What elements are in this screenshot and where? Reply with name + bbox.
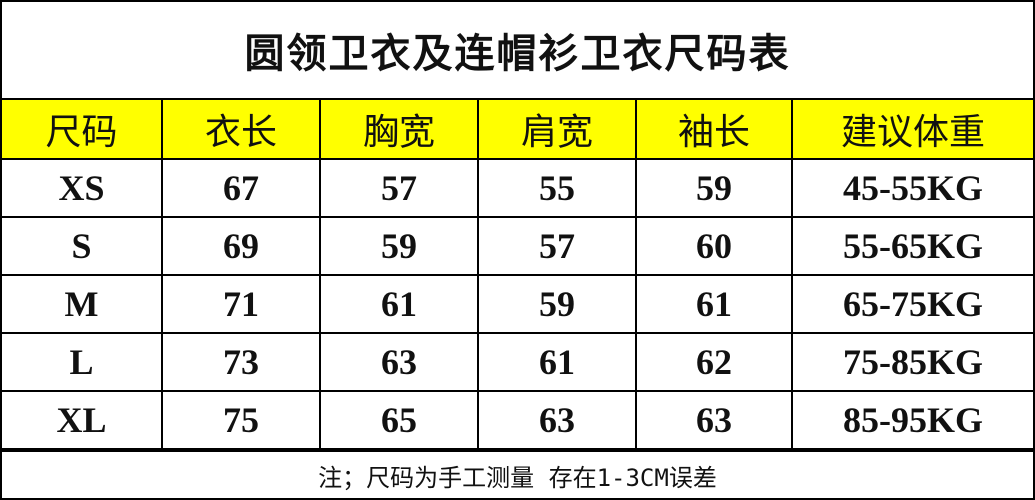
- table-cell: 45-55KG: [791, 158, 1033, 218]
- table-cell: 59: [635, 158, 793, 218]
- table-row: L 73 63 61 62 75-85KG: [2, 332, 1033, 392]
- table-cell: 65-75KG: [791, 274, 1033, 334]
- table-cell: 85-95KG: [791, 390, 1033, 450]
- size-table: 尺码 衣长 胸宽 肩宽 袖长 建议体重 XS 67 57 55 59 45-55KG S 69 59 57 60…: [2, 100, 1033, 450]
- table-cell: 62: [635, 332, 793, 392]
- table-cell: 71: [161, 274, 321, 334]
- table-cell: 67: [161, 158, 321, 218]
- column-header: 衣长: [161, 100, 321, 160]
- table-cell: 55-65KG: [791, 216, 1033, 276]
- table-cell: 75-85KG: [791, 332, 1033, 392]
- table-row: S 69 59 57 60 55-65KG: [2, 216, 1033, 276]
- table-row: XL 75 65 63 63 85-95KG: [2, 390, 1033, 450]
- table-cell: 73: [161, 332, 321, 392]
- table-cell: 61: [477, 332, 637, 392]
- column-header: 建议体重: [791, 100, 1033, 160]
- table-cell: 63: [635, 390, 793, 450]
- table-cell: 59: [477, 274, 637, 334]
- table-cell: 59: [319, 216, 479, 276]
- measurement-note: 注；尺码为手工测量 存在1-3CM误差: [2, 450, 1033, 498]
- table-cell: XS: [2, 158, 163, 218]
- chart-title: 圆领卫衣及连帽衫卫衣尺码表: [2, 2, 1033, 100]
- table-row: M 71 61 59 61 65-75KG: [2, 274, 1033, 334]
- table-cell: 65: [319, 390, 479, 450]
- header-row: 尺码 衣长 胸宽 肩宽 袖长 建议体重: [2, 100, 1033, 160]
- table-cell: 63: [319, 332, 479, 392]
- column-header: 胸宽: [319, 100, 479, 160]
- column-header: 肩宽: [477, 100, 637, 160]
- table-cell: 57: [319, 158, 479, 218]
- table-cell: 75: [161, 390, 321, 450]
- table-cell: 63: [477, 390, 637, 450]
- table-cell: S: [2, 216, 163, 276]
- table-cell: 60: [635, 216, 793, 276]
- column-header: 尺码: [2, 100, 163, 160]
- table-cell: L: [2, 332, 163, 392]
- table-row: XS 67 57 55 59 45-55KG: [2, 158, 1033, 218]
- table-cell: 61: [319, 274, 479, 334]
- table-cell: 55: [477, 158, 637, 218]
- table-cell: XL: [2, 390, 163, 450]
- table-cell: M: [2, 274, 163, 334]
- table-cell: 69: [161, 216, 321, 276]
- table-cell: 61: [635, 274, 793, 334]
- column-header: 袖长: [635, 100, 793, 160]
- table-cell: 57: [477, 216, 637, 276]
